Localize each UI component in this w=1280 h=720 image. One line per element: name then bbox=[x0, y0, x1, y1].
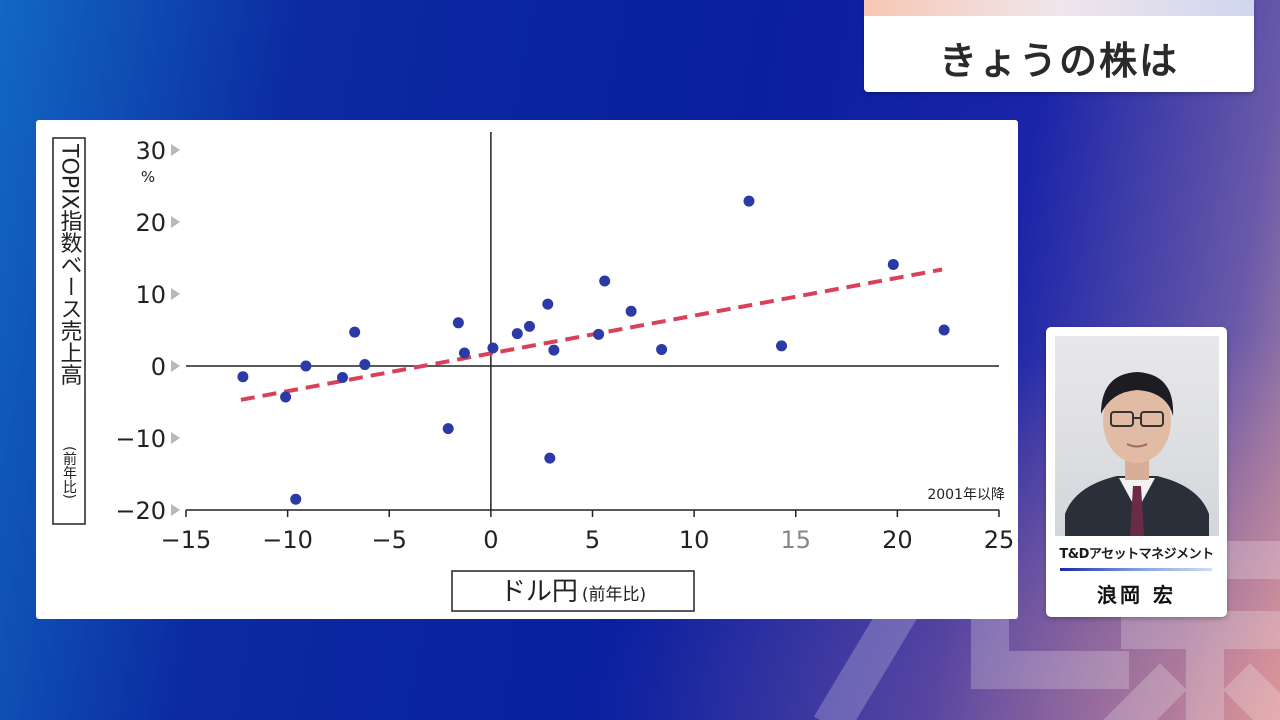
x-tick-label: −15 bbox=[161, 526, 212, 554]
data-point bbox=[656, 343, 668, 355]
y-axis-label: TOPIX指数ベース売上高 bbox=[57, 143, 83, 386]
x-tick-label: −5 bbox=[372, 526, 407, 554]
data-point bbox=[290, 493, 302, 505]
data-point bbox=[487, 342, 499, 354]
commentator-name: 浪岡 宏 bbox=[1097, 583, 1176, 607]
data-point bbox=[743, 195, 755, 207]
data-point bbox=[442, 423, 454, 435]
data-point bbox=[359, 359, 371, 371]
y-unit-label: % bbox=[141, 168, 155, 186]
data-point bbox=[523, 320, 535, 332]
x-axis-label-box bbox=[451, 570, 695, 612]
trend-line bbox=[240, 267, 943, 402]
data-points bbox=[237, 195, 950, 505]
data-point bbox=[625, 305, 637, 317]
x-axis-label-main: ドル円 bbox=[500, 577, 578, 607]
data-point bbox=[548, 344, 560, 356]
scatter-chart: TOPIX指数ベース売上高 (前年比) ドル円 (前年比) 2001年以降 −15… bbox=[52, 132, 1018, 612]
commentator-company: T&Dアセットマネジメント bbox=[1059, 547, 1214, 562]
y-axis-label-suffix: (前年比) bbox=[61, 446, 77, 499]
y-tick-arrow bbox=[171, 432, 180, 444]
chart-note: 2001年以降 bbox=[927, 487, 1005, 503]
data-point bbox=[599, 275, 611, 287]
tick-labels: −15 −10 −5 0 5 10 15 20 25% 30 20 10 0 −10 −20% bbox=[115, 137, 1018, 554]
axes bbox=[186, 132, 999, 511]
y-tick-label: 20 bbox=[135, 209, 166, 237]
x-tick-label: 20 bbox=[882, 526, 913, 554]
program-title-box: きょうの株は bbox=[864, 0, 1254, 92]
program-title: きょうの株は bbox=[938, 39, 1179, 83]
data-point bbox=[776, 340, 788, 352]
commentator-photo bbox=[1055, 336, 1219, 536]
data-point bbox=[300, 360, 312, 372]
y-tick-label: −20 bbox=[115, 497, 166, 525]
data-point bbox=[458, 347, 470, 359]
y-axis-label-box bbox=[52, 137, 86, 525]
y-tick-label: 30 bbox=[135, 137, 166, 165]
x-tick-label: 10 bbox=[679, 526, 710, 554]
data-point bbox=[280, 391, 292, 403]
commentator-card: T&Dアセットマネジメント 浪岡 宏 bbox=[1046, 327, 1227, 617]
y-tick-label: −10 bbox=[115, 425, 166, 453]
data-point bbox=[452, 317, 464, 329]
data-point bbox=[542, 298, 554, 310]
data-point bbox=[938, 324, 950, 336]
y-tick-arrow bbox=[171, 360, 180, 372]
x-tick-label: 25 bbox=[984, 526, 1015, 554]
y-tick-arrow bbox=[171, 144, 180, 156]
y-tick-label: 10 bbox=[135, 281, 166, 309]
y-tick-label: 0 bbox=[151, 353, 166, 381]
data-point bbox=[887, 258, 899, 270]
data-point bbox=[593, 328, 605, 340]
data-point bbox=[337, 372, 349, 384]
data-point bbox=[349, 326, 361, 338]
chart-panel: TOPIX指数ベース売上高 (前年比) ドル円 (前年比) 2001年以降 −15… bbox=[36, 120, 1018, 619]
x-tick-label: 0 bbox=[483, 526, 498, 554]
y-tick-arrow bbox=[171, 216, 180, 228]
data-point bbox=[544, 452, 556, 464]
x-axis-label: ドル円 (前年比) bbox=[500, 577, 646, 607]
x-tick-label: 5 bbox=[585, 526, 600, 554]
y-tick-arrow bbox=[171, 288, 180, 300]
x-axis-label-suffix: (前年比) bbox=[582, 585, 646, 605]
person-portrait-icon bbox=[1065, 372, 1209, 536]
title-accent-bar bbox=[864, 0, 1254, 16]
y-tick-arrow bbox=[171, 504, 180, 516]
trend-line-dashed bbox=[240, 267, 943, 402]
x-tick-label: 15 bbox=[780, 526, 811, 554]
x-unit-label: % bbox=[1017, 534, 1018, 552]
data-point bbox=[511, 328, 523, 340]
company-underline bbox=[1060, 568, 1212, 571]
data-point bbox=[237, 371, 249, 383]
x-tick-label: −10 bbox=[262, 526, 313, 554]
